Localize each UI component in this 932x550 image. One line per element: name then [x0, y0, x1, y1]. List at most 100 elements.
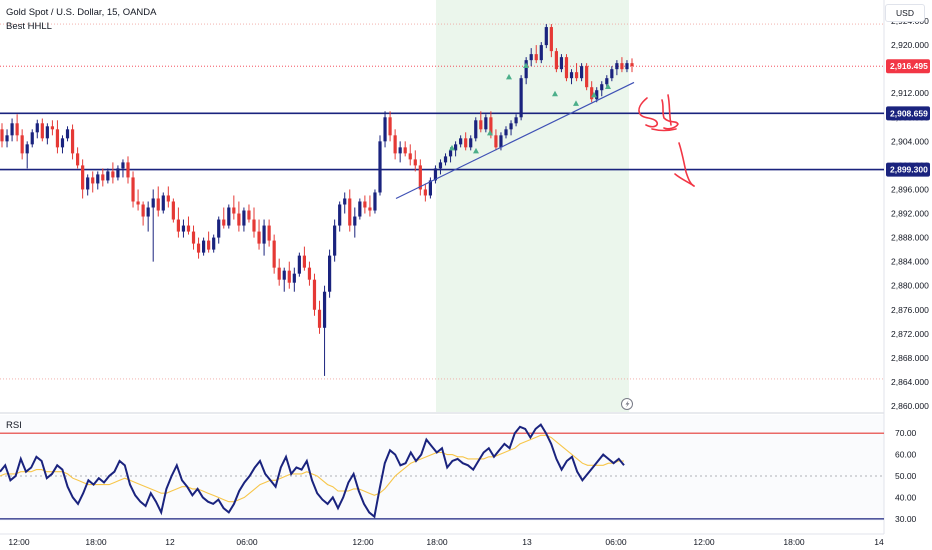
candle-body: [161, 195, 165, 211]
candle-body: [580, 66, 584, 79]
price-label-text: 2,899.300: [890, 165, 928, 175]
hhll-marker-icon: [506, 73, 512, 80]
rsi-label[interactable]: RSI: [6, 420, 22, 431]
candle-body: [343, 198, 347, 205]
candle-body: [469, 138, 473, 148]
candle-body: [438, 162, 443, 169]
candle-body: [111, 171, 115, 178]
time-tick-label: 18:00: [783, 537, 805, 547]
candle-body: [297, 255, 301, 274]
candle-body: [131, 177, 135, 202]
candle-body: [333, 225, 337, 256]
price-label-tag: [886, 59, 930, 74]
candle-body: [91, 177, 95, 184]
candle-body: [191, 231, 196, 244]
candle-body: [70, 129, 75, 154]
price-tick-label: 2,860.000: [891, 401, 929, 411]
time-tick-label: 13: [522, 537, 532, 547]
candle-body: [630, 63, 634, 67]
candle-body: [514, 117, 518, 124]
candle-body: [20, 135, 24, 154]
candle-body: [272, 240, 276, 268]
candle-body: [585, 66, 589, 88]
candle-body: [121, 162, 125, 169]
candle-body: [544, 27, 548, 46]
currency-button[interactable]: USD: [885, 4, 925, 22]
candle-body: [559, 57, 564, 70]
candle-body: [247, 210, 251, 220]
candle-body: [317, 309, 322, 328]
candle-body: [479, 120, 483, 130]
time-tick-label: 06:00: [605, 537, 627, 547]
candle-body: [529, 54, 533, 61]
candle-body: [0, 129, 4, 142]
hand-drawn-stroke: [667, 94, 672, 126]
candle-body: [60, 138, 65, 148]
candle-body: [363, 201, 367, 208]
candle-body: [489, 117, 493, 136]
price-tick-label: 2,880.000: [891, 281, 929, 291]
session-highlight: [436, 0, 629, 412]
chart-title[interactable]: Gold Spot / U.S. Dollar, 15, OANDA: [6, 7, 157, 18]
rsi-tick-label: 50.00: [895, 471, 917, 481]
candle-body: [181, 225, 186, 232]
hhll-marker-icon: [591, 91, 597, 98]
candle-body: [403, 147, 407, 154]
candle-body: [574, 72, 579, 79]
candle-body: [222, 219, 226, 226]
candle-body: [10, 123, 14, 136]
candle-body: [443, 156, 448, 163]
candle-body: [106, 171, 110, 181]
candle-body: [136, 201, 140, 205]
price-label-text: 2,916.495: [890, 61, 928, 71]
candle-body: [50, 126, 54, 130]
hand-drawn-squiggle: [638, 97, 659, 128]
candle-body: [423, 189, 427, 196]
time-tick-label: 18:00: [85, 537, 107, 547]
candle-body: [212, 237, 216, 250]
price-tick-label: 2,868.000: [891, 353, 929, 363]
candle-body: [40, 123, 44, 139]
candle-body: [459, 138, 463, 145]
candle-body: [590, 87, 594, 100]
candle-body: [474, 120, 478, 139]
candle-body: [539, 45, 543, 61]
hand-drawn-arrow: [678, 142, 695, 187]
lightning-icon-glyph: [625, 400, 630, 408]
candle-body: [620, 63, 624, 70]
candle-body: [383, 117, 387, 142]
candle-body: [519, 78, 523, 118]
time-tick-label: 12:00: [693, 537, 715, 547]
candle-body: [252, 219, 256, 232]
candle-body: [141, 204, 145, 217]
candle-body: [186, 225, 191, 232]
candle-body: [484, 117, 488, 130]
candle-body: [564, 57, 569, 79]
candle-body: [176, 219, 180, 232]
candle-body: [393, 135, 397, 154]
hhll-marker-icon: [487, 129, 493, 136]
candle-body: [448, 150, 453, 157]
candle-body: [81, 165, 85, 190]
indicator-label[interactable]: Best HHLL: [6, 21, 52, 32]
price-label-tag: [886, 106, 930, 121]
rsi-pane: [0, 415, 884, 521]
candle-body: [282, 270, 286, 280]
candle-body: [509, 123, 513, 130]
hhll-marker-icon: [573, 100, 579, 106]
candle-body: [388, 117, 392, 136]
candle-body: [166, 195, 170, 202]
candle-body: [307, 267, 312, 280]
candle-body: [287, 270, 291, 283]
candle-body: [302, 255, 306, 268]
price-tick-label: 2,888.000: [891, 233, 929, 243]
candle-body: [217, 219, 221, 238]
candle-body: [156, 198, 160, 211]
candle-body: [595, 90, 599, 100]
time-tick-label: 18:00: [426, 537, 448, 547]
rsi-tick-label: 40.00: [895, 492, 917, 502]
time-tick-label: 12:00: [352, 537, 374, 547]
candle-body: [378, 141, 382, 193]
candle-body: [101, 174, 105, 181]
